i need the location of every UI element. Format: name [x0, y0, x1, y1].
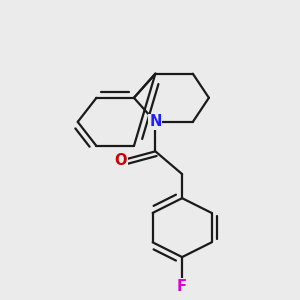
Text: O: O	[114, 153, 127, 168]
Text: N: N	[149, 114, 161, 129]
Text: F: F	[177, 279, 187, 294]
